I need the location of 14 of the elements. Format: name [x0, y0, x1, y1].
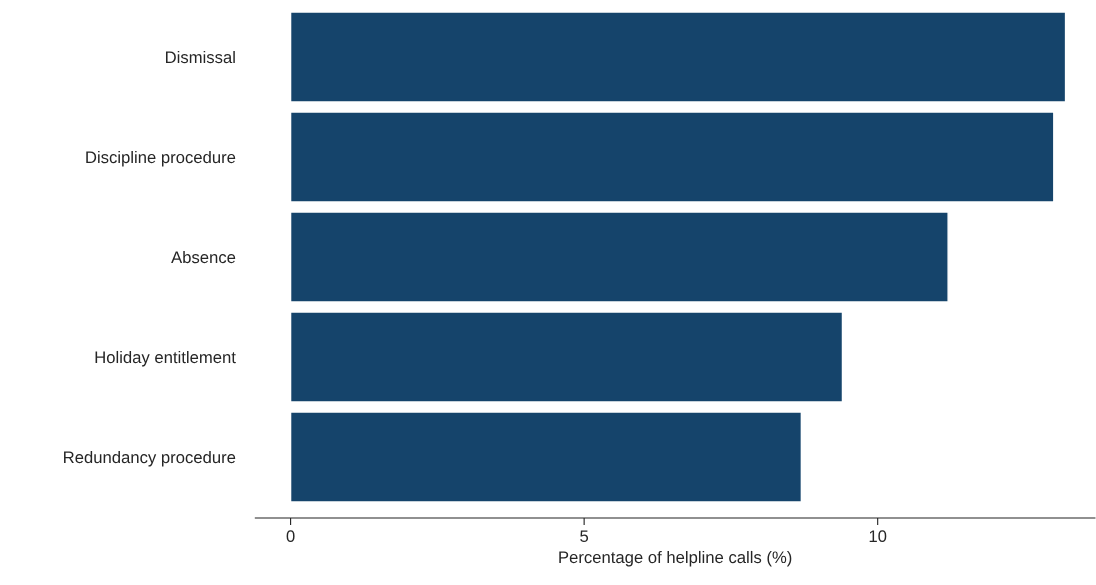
y-tick-label: Absence [171, 250, 236, 264]
bar [289, 111, 1055, 203]
bar [289, 311, 844, 403]
bar [289, 11, 1067, 103]
y-tick-label: Redundancy procedure [64, 450, 236, 467]
y-tick-label: Holiday entitlement [95, 350, 236, 367]
y-tick-label: Dismissal [165, 50, 235, 64]
x-tick-label: 10 [869, 530, 887, 543]
x-tick-label: 0 [286, 530, 295, 543]
bar [289, 411, 803, 503]
x-axis-title: Percentage of helpline calls (%) [559, 550, 792, 567]
x-tick-label: 5 [580, 530, 589, 543]
y-tick-label: Discipline procedure [86, 150, 236, 167]
bar [289, 211, 949, 303]
